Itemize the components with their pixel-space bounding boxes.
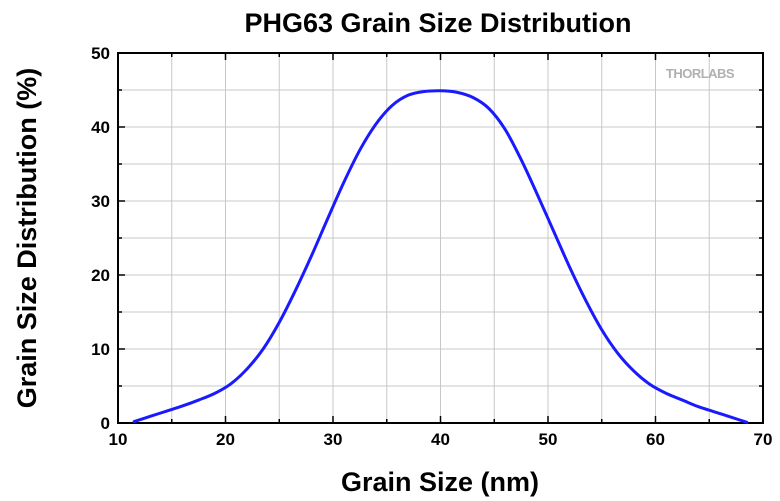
y-tick-label: 10 [91, 340, 110, 359]
axis-ticks [117, 52, 764, 424]
y-tick-label: 30 [91, 192, 110, 211]
y-tick-label: 40 [91, 118, 110, 137]
grid [117, 52, 764, 424]
y-axis-label: Grain Size Distribution (%) [12, 68, 42, 409]
y-tick-label: 0 [101, 414, 110, 433]
x-tick-label: 40 [431, 430, 450, 449]
series-line [132, 89, 749, 424]
x-tick-label: 30 [324, 430, 343, 449]
x-tick-label: 70 [754, 430, 773, 449]
x-tick-label: 10 [109, 430, 128, 449]
chart-title: PHG63 Grain Size Distribution [244, 8, 631, 38]
y-tick-label: 20 [91, 266, 110, 285]
y-tick-label: 50 [91, 44, 110, 63]
x-tick-label: 20 [216, 430, 235, 449]
x-tick-label: 60 [646, 430, 665, 449]
thorlabs-logo: THORLABS [666, 66, 735, 81]
x-tick-label: 50 [539, 430, 558, 449]
x-axis-label: Grain Size (nm) [341, 467, 539, 497]
